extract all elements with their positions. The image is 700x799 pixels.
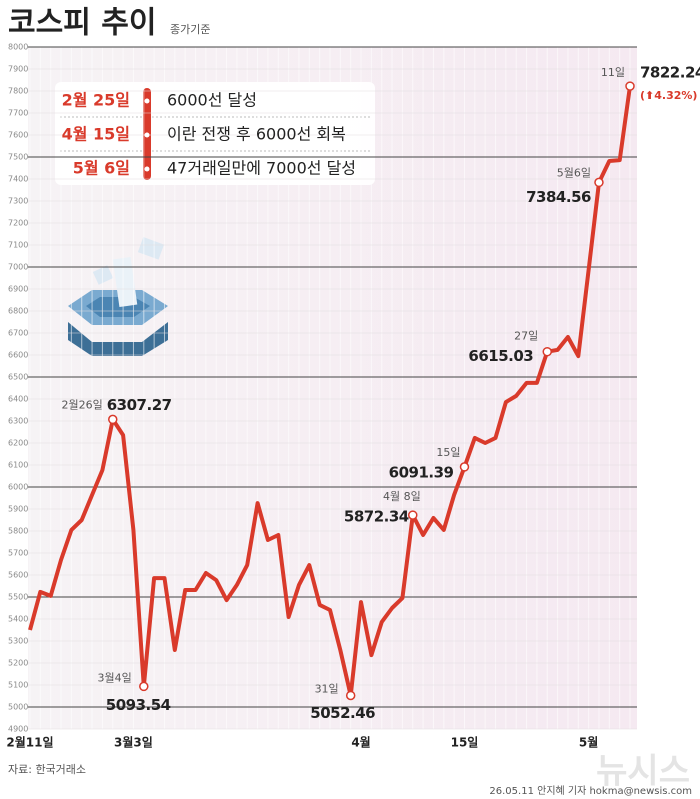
point-marker [542,346,552,357]
milestone-text: 이란 전쟁 후 6000선 회복 [167,125,346,144]
y-tick-label: 6700 [8,329,28,338]
icon-paper [92,265,114,285]
y-tick-label: 7900 [8,65,28,74]
y-tick-label: 6600 [8,351,28,360]
y-tick-label: 5200 [8,659,28,668]
watermark: 뉴시스 [596,752,690,792]
y-tick-label: 6200 [8,439,28,448]
y-tick-label: 6100 [8,461,28,470]
point-date-label: 2월26일 [62,397,103,411]
y-tick-label: 5900 [8,505,28,514]
y-tick-label: 6000 [8,483,28,492]
y-tick-label: 7500 [8,153,28,162]
value-label: 5093.54 [106,696,171,714]
icon-paper [137,237,165,260]
milestone-dot [144,132,150,138]
point-marker [625,81,635,91]
point-marker [594,177,604,188]
point-marker [139,681,149,692]
x-tick-label: 15일 [451,736,479,750]
source: 자료: 한국거래소 [8,763,86,776]
y-tick-label: 7700 [8,109,28,118]
y-tick-label: 5100 [8,681,28,690]
icon-paper [112,256,138,308]
point-marker [108,414,118,425]
y-tick-label: 7000 [8,263,28,272]
y-tick-label: 7300 [8,197,28,206]
y-tick-label: 6500 [8,373,28,382]
y-tick-label: 7200 [8,219,28,228]
credit: 26.05.11 안지혜 기자 hokma@newsis.com [489,785,692,797]
y-tick-label: 5800 [8,527,28,536]
point-marker [345,690,356,701]
y-tick-label: 8000 [8,43,28,52]
point-date-label: 31일 [315,681,339,695]
y-tick-label: 5400 [8,615,28,624]
value-label: 6615.03 [468,347,533,365]
point-date-label: 11일 [601,65,625,79]
y-tick-label: 7100 [8,241,28,250]
milestone-dot [144,98,150,104]
milestone-text: 47거래일만에 7000선 달성 [167,159,356,178]
icon-base [68,322,168,356]
y-tick-label: 4900 [8,725,28,734]
point-date-label: 4월 8일 [383,489,421,503]
line [28,85,632,698]
y-tick-label: 5000 [8,703,28,712]
point-date-label: 5월6일 [557,165,591,179]
milestone-panel [55,82,375,185]
value-label: 6091.39 [389,463,454,481]
y-tick-label: 5700 [8,549,28,558]
x-tick-label: 4월 [351,735,370,750]
y-tick-label: 6800 [8,307,28,316]
x-tick-label: 3월3일 [114,735,153,750]
x-tick-label: 5월 [579,735,598,750]
y-tick-label: 6900 [8,285,28,294]
milestone-date: 4월 15일 [62,125,130,144]
value-label: 7822.24 [640,64,700,82]
chart-subtitle: 종가기준 [170,23,210,36]
point-marker [459,462,470,472]
value-label: 7384.56 [526,188,591,206]
y-tick-label: 5600 [8,571,28,580]
change-label: (⬆4.32%) [640,89,697,102]
milestone-text: 6000선 달성 [167,91,257,110]
point-date-label: 15일 [436,445,460,459]
y-tick-label: 7600 [8,131,28,140]
value-label: 6307.27 [107,396,172,414]
value-label: 5052.46 [310,704,375,722]
x-tick-label: 2월11일 [6,735,53,750]
value-label: 5872.34 [344,508,409,526]
milestone-date: 2월 25일 [62,91,130,110]
point-date-label: 27일 [514,329,538,343]
y-tick-label: 5500 [8,593,28,602]
milestone-date: 5월 6일 [73,159,130,178]
y-tick-label: 5300 [8,637,28,646]
y-tick-label: 6300 [8,417,28,426]
point-marker [408,510,418,520]
y-tick-label: 7800 [8,87,28,96]
y-tick-label: 7400 [8,175,28,184]
milestone-dot [144,166,150,172]
chart-title: 코스피 추이 [8,6,156,41]
y-tick-label: 6400 [8,395,28,404]
point-date-label: 3월4일 [98,670,132,684]
